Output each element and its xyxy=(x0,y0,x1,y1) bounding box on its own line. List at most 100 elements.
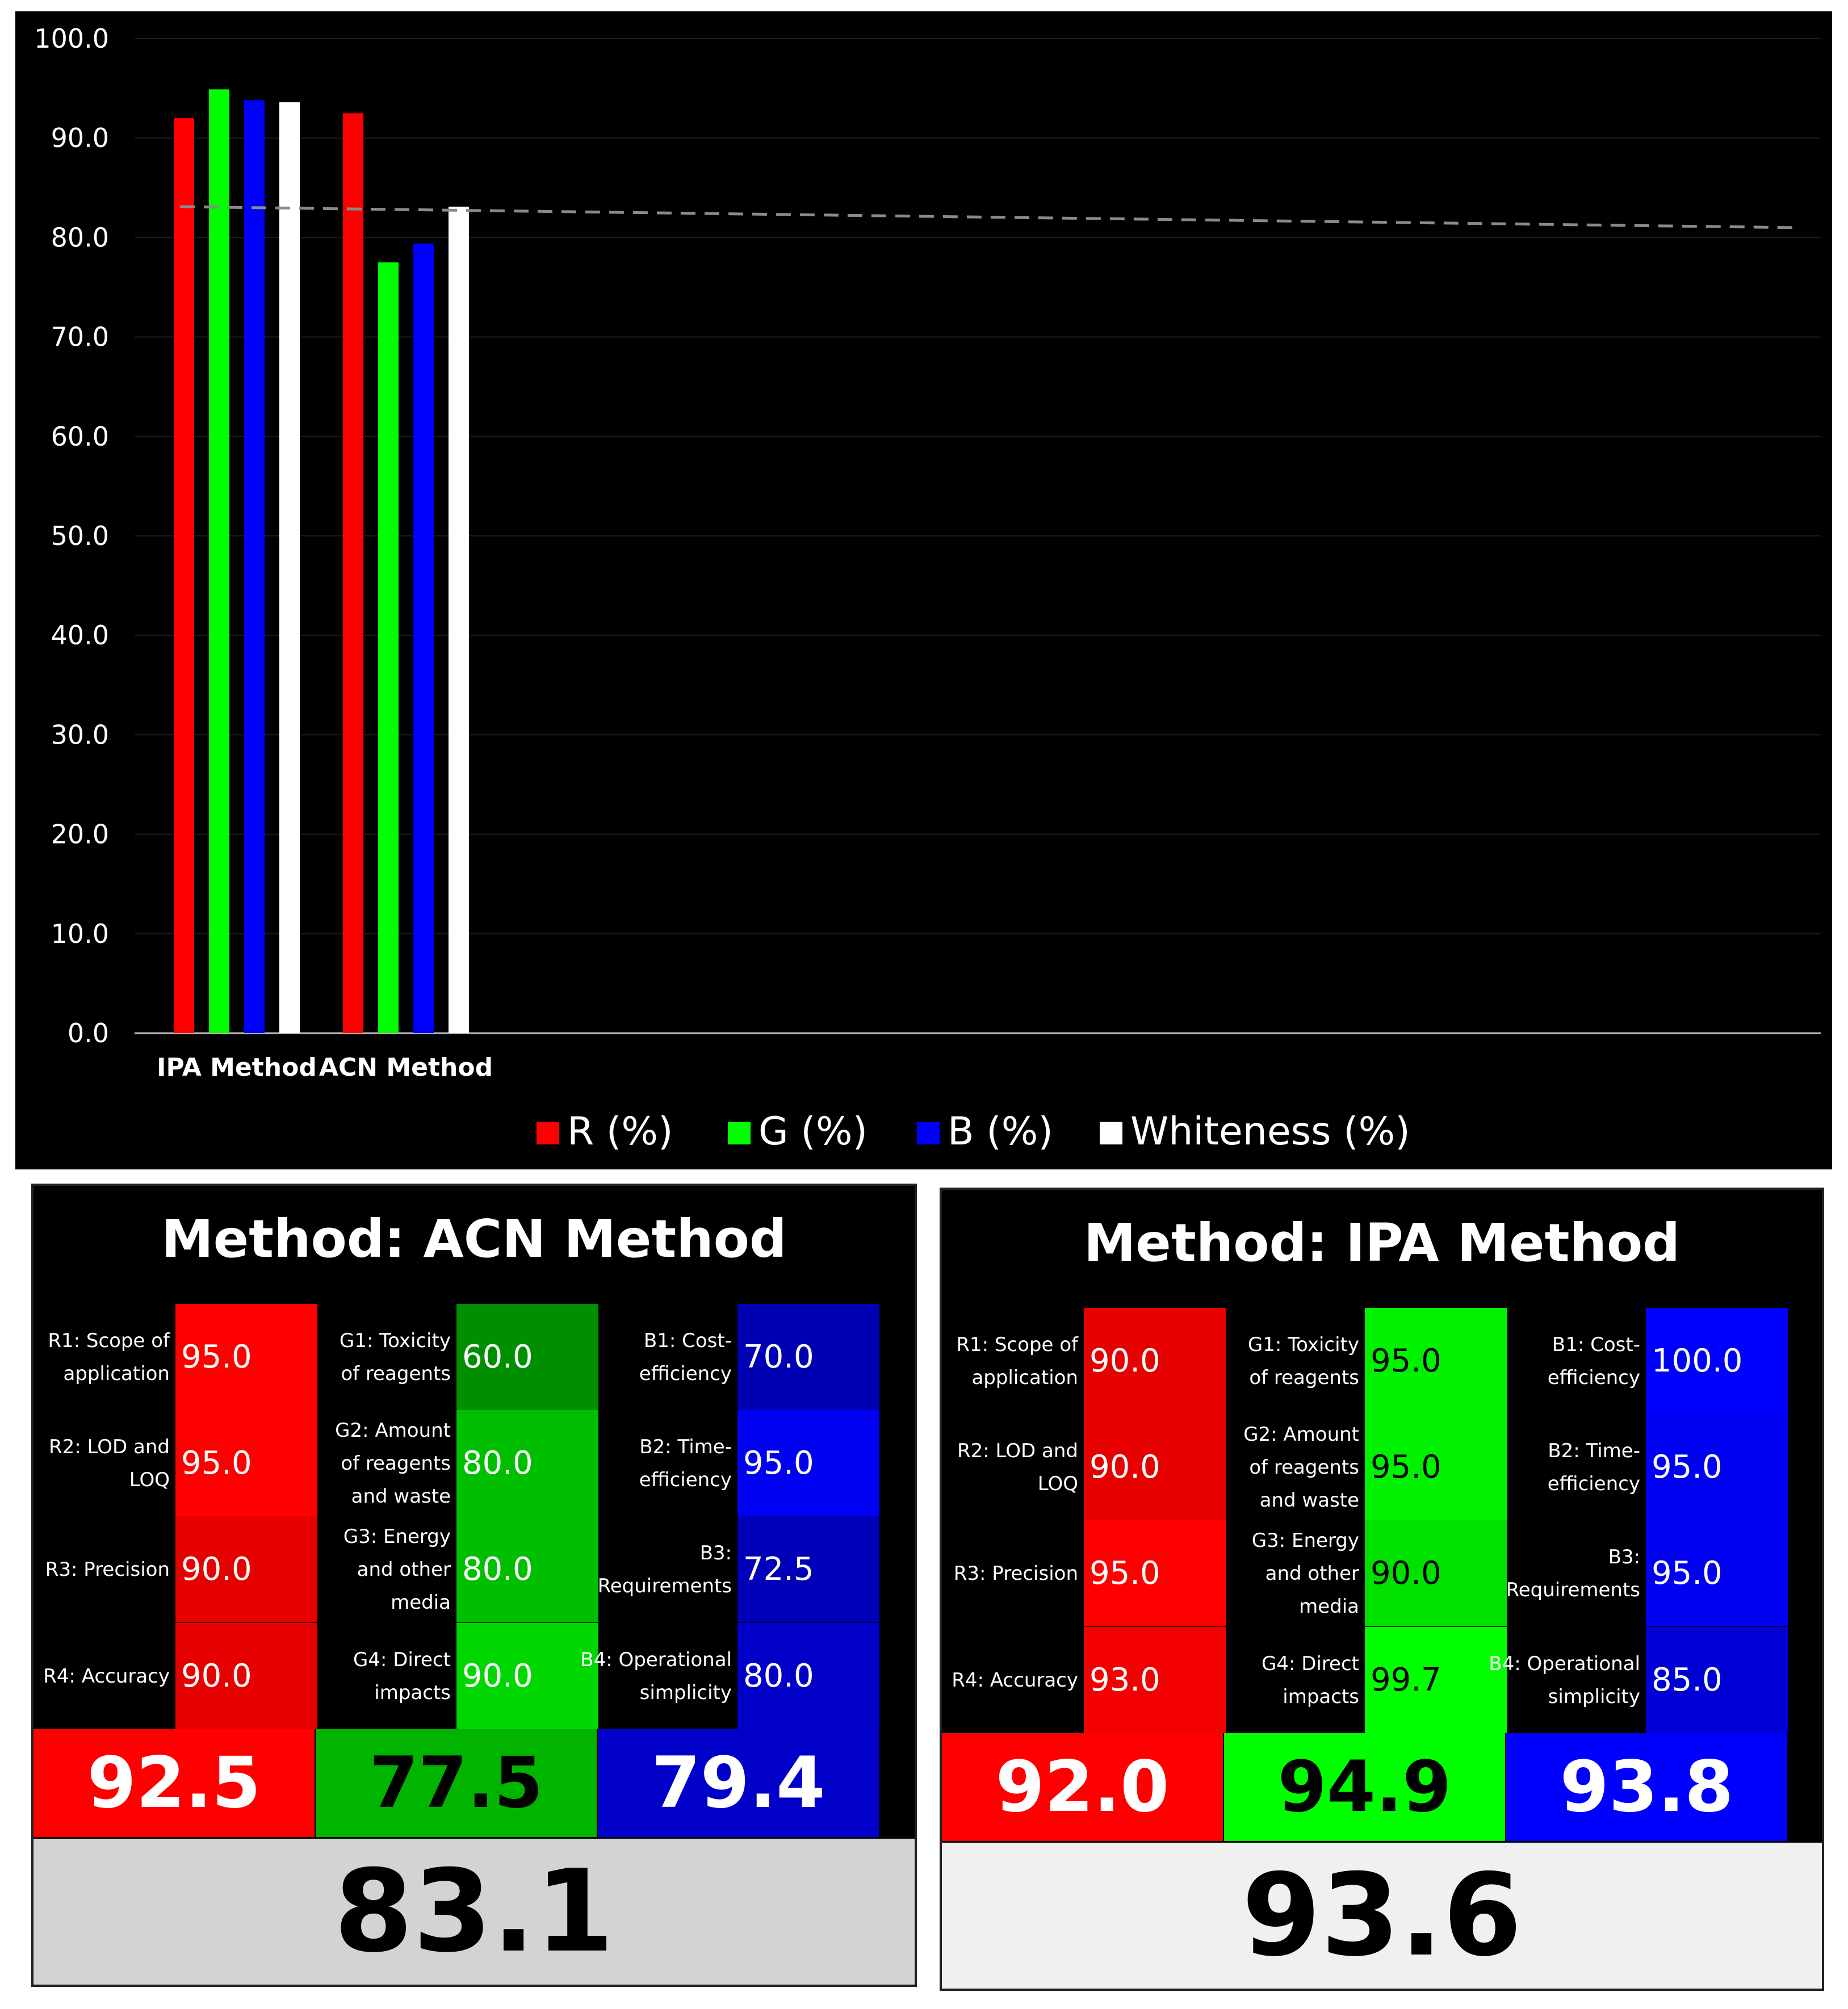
legend-label: Whiteness (%) xyxy=(1130,1109,1410,1154)
criterion-value: 90.0 xyxy=(462,1657,533,1695)
column-score: 93.8 xyxy=(1506,1733,1787,1841)
y-tick-label: 50.0 xyxy=(51,521,109,551)
legend-label: B (%) xyxy=(948,1109,1053,1154)
criterion-value: 72.5 xyxy=(743,1550,814,1588)
y-tick-label: 0.0 xyxy=(68,1018,109,1048)
criterion-label: B1: Cost- efficiency xyxy=(1547,1333,1640,1389)
criterion-block xyxy=(737,1623,879,1729)
criterion-block xyxy=(175,1623,317,1729)
criterion-block xyxy=(1365,1627,1507,1733)
criterion-label: G4: Direct impacts xyxy=(353,1648,451,1704)
criterion-block xyxy=(175,1304,317,1410)
criterion-block xyxy=(1084,1308,1226,1414)
criterion-value: 70.0 xyxy=(743,1338,814,1375)
bar-g-1 xyxy=(378,262,399,1034)
criterion-block xyxy=(175,1410,317,1516)
legend-swatch xyxy=(728,1122,751,1144)
bar-r-0 xyxy=(174,118,194,1033)
criterion-label: G4: Direct impacts xyxy=(1261,1652,1359,1708)
bar-b-0 xyxy=(244,100,265,1033)
criterion-value: 99.7 xyxy=(1371,1661,1441,1698)
column-score: 77.5 xyxy=(316,1729,597,1837)
column-score: 94.9 xyxy=(1224,1733,1505,1841)
whiteness-trend-line xyxy=(179,205,1793,229)
criterion-label: B3: Requirements xyxy=(597,1541,732,1597)
criterion-label: B2: Time- efficiency xyxy=(639,1435,732,1491)
criterion-value: 60.0 xyxy=(462,1338,533,1375)
criterion-label: R4: Accuracy xyxy=(43,1664,170,1688)
x-category-label: ACN Method xyxy=(319,1053,493,1082)
criterion-block xyxy=(1084,1520,1226,1626)
legend-swatch xyxy=(917,1122,940,1144)
criterion-value: 90.0 xyxy=(1089,1342,1160,1379)
criterion-value: 95.0 xyxy=(181,1338,252,1375)
criterion-label: B2: Time- efficiency xyxy=(1547,1439,1640,1495)
criterion-block xyxy=(1084,1627,1226,1733)
criterion-value: 85.0 xyxy=(1652,1661,1723,1698)
criterion-label: R3: Precision xyxy=(953,1562,1078,1585)
criterion-block xyxy=(1365,1308,1507,1414)
criterion-value: 90.0 xyxy=(181,1657,252,1695)
y-tick-label: 100.0 xyxy=(34,23,109,54)
criterion-block xyxy=(456,1623,598,1729)
legend-swatch xyxy=(1100,1122,1122,1144)
criterion-value: 90.0 xyxy=(1089,1448,1160,1486)
y-tick-label: 40.0 xyxy=(51,620,109,651)
criterion-label: R4: Accuracy xyxy=(952,1668,1078,1692)
column-score: 92.0 xyxy=(942,1733,1223,1841)
criterion-label: B3: Requirements xyxy=(1506,1545,1640,1601)
rgb-bar-chart: 100.0 90.0 80.0 70.0 60.0 50.0 40.0 30.0 20.0 10.… xyxy=(15,11,1832,1169)
criterion-block xyxy=(737,1516,879,1622)
criterion-block xyxy=(1646,1308,1788,1414)
criterion-block xyxy=(737,1304,879,1410)
y-tick-label: 80.0 xyxy=(51,222,109,253)
x-category-label: IPA Method xyxy=(157,1053,317,1082)
whiteness-score: 93.6 xyxy=(942,1843,1822,1989)
chart-background xyxy=(15,11,1832,1169)
whiteness-score: 83.1 xyxy=(33,1839,915,1985)
criterion-label: B4: Operational simplicity xyxy=(580,1648,732,1704)
card-title: Method: IPA Method xyxy=(1083,1213,1681,1273)
criterion-label: R2: LOD and LOQ xyxy=(957,1439,1078,1495)
criterion-block xyxy=(1646,1627,1788,1733)
criterion-value: 95.0 xyxy=(1089,1554,1160,1592)
criterion-label: G1: Toxicity of reagents xyxy=(1247,1333,1359,1389)
y-tick-label: 30.0 xyxy=(51,719,109,750)
legend-swatch xyxy=(537,1122,559,1144)
criterion-label: B1: Cost- efficiency xyxy=(639,1329,732,1385)
y-tick-label: 20.0 xyxy=(51,819,109,850)
criterion-label: G2: Amount of reagents and waste xyxy=(1243,1423,1359,1512)
criterion-block xyxy=(1646,1414,1788,1520)
criterion-label: G3: Energy and other media xyxy=(343,1525,451,1614)
criterion-value: 93.0 xyxy=(1089,1661,1160,1698)
criterion-block xyxy=(1084,1414,1226,1520)
criterion-label: R2: LOD and LOQ xyxy=(49,1435,170,1491)
criterion-value: 95.0 xyxy=(1371,1448,1441,1486)
criterion-block xyxy=(1365,1520,1507,1626)
criterion-label: B4: Operational simplicity xyxy=(1489,1652,1640,1708)
bar-whiteness-0 xyxy=(279,102,300,1033)
criterion-value: 95.0 xyxy=(1652,1554,1723,1592)
criterion-block xyxy=(456,1304,598,1410)
criterion-block xyxy=(737,1410,879,1516)
y-tick-label: 10.0 xyxy=(51,918,109,949)
criterion-block xyxy=(1646,1520,1788,1626)
bar-g-0 xyxy=(209,89,229,1033)
criterion-value: 95.0 xyxy=(181,1444,252,1482)
criterion-block xyxy=(456,1516,598,1622)
criterion-value: 80.0 xyxy=(743,1657,814,1695)
criterion-block xyxy=(456,1410,598,1516)
criterion-value: 90.0 xyxy=(1371,1554,1441,1592)
legend-label: G (%) xyxy=(759,1109,868,1154)
criterion-label: G2: Amount of reagents and waste xyxy=(335,1419,451,1508)
y-tick-label: 70.0 xyxy=(51,322,109,353)
criterion-label: G1: Toxicity of reagents xyxy=(339,1329,451,1385)
bar-whiteness-1 xyxy=(449,207,469,1033)
ipa-method-card: Method: IPA Method R1: Scope of applicati… xyxy=(940,1188,1824,1991)
criterion-value: 90.0 xyxy=(181,1550,252,1588)
column-score: 79.4 xyxy=(598,1729,879,1837)
y-tick-label: 90.0 xyxy=(51,123,109,153)
criterion-value: 100.0 xyxy=(1652,1342,1743,1379)
criterion-label: R3: Precision xyxy=(45,1558,170,1581)
criterion-block xyxy=(175,1516,317,1622)
